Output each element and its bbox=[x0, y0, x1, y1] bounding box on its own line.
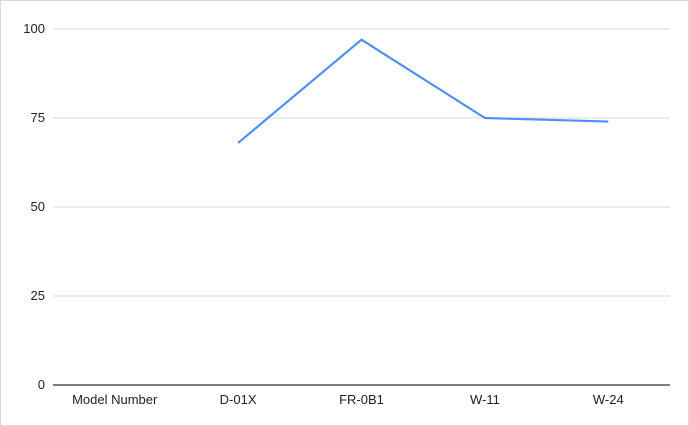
x-tick-label: W-24 bbox=[593, 392, 624, 407]
y-tick-label: 50 bbox=[31, 199, 45, 214]
y-tick-label: 0 bbox=[38, 377, 45, 392]
x-tick-label: D-01X bbox=[220, 392, 257, 407]
y-tick-label: 25 bbox=[31, 288, 45, 303]
x-tick-label: Model Number bbox=[72, 392, 158, 407]
y-tick-label: 100 bbox=[23, 21, 45, 36]
x-tick-label: W-11 bbox=[470, 392, 500, 407]
x-tick-label: FR-0B1 bbox=[339, 392, 384, 407]
y-tick-label: 75 bbox=[31, 110, 45, 125]
series-line bbox=[237, 38, 609, 144]
